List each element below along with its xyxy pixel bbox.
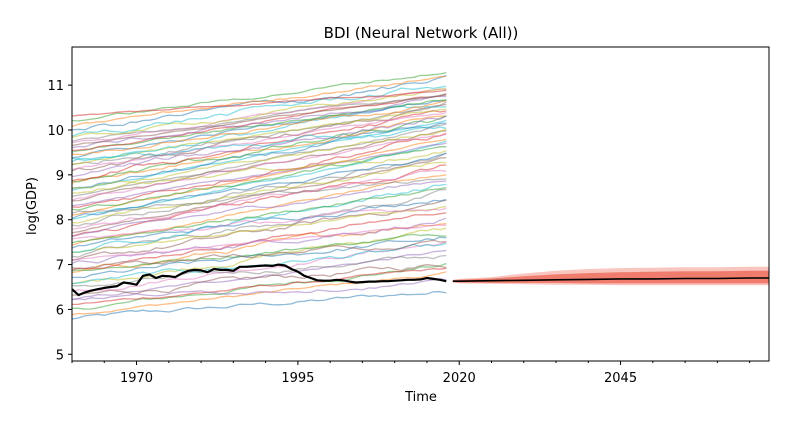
background-series-line — [71, 100, 447, 156]
y-tick-label: 6 — [56, 303, 64, 318]
background-series-line — [71, 254, 447, 287]
background-series-line — [71, 169, 447, 231]
background-series-line — [71, 267, 447, 306]
highlight-series-group — [71, 263, 447, 297]
y-tick-label: 10 — [47, 124, 64, 139]
x-tick-label: 1995 — [281, 371, 314, 386]
background-series-line — [71, 85, 447, 137]
x-tick-label: 1970 — [120, 371, 153, 386]
forecast-group — [452, 266, 769, 286]
background-series-line — [71, 128, 447, 194]
background-series-line — [71, 75, 447, 128]
background-series-group — [71, 71, 447, 320]
background-series-line — [71, 224, 447, 261]
x-axis-label: Time — [404, 390, 437, 405]
background-series-line — [71, 115, 447, 183]
background-series-line — [71, 115, 447, 184]
background-series-line — [71, 119, 447, 191]
background-series-line — [71, 178, 447, 214]
background-series-line — [71, 278, 447, 301]
y-tick-label: 11 — [47, 79, 64, 94]
background-series-line — [71, 199, 447, 249]
y-axis-label: log(GDP) — [25, 177, 40, 235]
chart-title: BDI (Neural Network (All)) — [324, 24, 519, 42]
background-series-line — [71, 152, 447, 219]
background-series-line — [71, 99, 447, 153]
background-series-line — [71, 142, 447, 207]
background-series-line — [71, 199, 447, 261]
background-series-line — [71, 146, 447, 211]
background-series-line — [71, 271, 447, 316]
background-series-line — [71, 164, 447, 237]
background-series-line — [71, 122, 447, 190]
background-series-line — [71, 132, 447, 208]
background-series-line — [71, 93, 447, 147]
background-series-line — [71, 126, 447, 161]
background-series-line — [71, 109, 447, 182]
background-series-line — [71, 183, 447, 253]
background-series-line — [71, 89, 447, 117]
background-series-line — [71, 87, 447, 139]
background-series-line — [71, 205, 447, 254]
plot-frame — [71, 46, 770, 362]
y-tick-label: 7 — [56, 259, 64, 274]
background-series-line — [71, 138, 447, 216]
x-axis: 1970 1995 2020 2045 — [71, 361, 751, 386]
background-series-line — [71, 71, 447, 122]
y-axis: 5 6 7 8 9 10 11 — [47, 79, 72, 363]
background-series-line — [71, 187, 447, 244]
background-series-line — [71, 157, 447, 234]
background-series-line — [71, 150, 447, 189]
plot-area — [71, 71, 769, 320]
background-series-line — [71, 112, 447, 171]
background-series-line — [71, 291, 447, 320]
background-series-line — [71, 264, 447, 296]
background-series-line — [71, 93, 447, 143]
forecast-median-line — [452, 277, 769, 283]
background-series-line — [71, 101, 447, 166]
background-series-line — [71, 115, 447, 178]
y-tick-label: 5 — [56, 348, 64, 363]
y-tick-label: 9 — [56, 169, 64, 184]
y-tick-label: 8 — [56, 214, 64, 229]
background-series-line — [71, 180, 447, 238]
x-tick-label: 2020 — [443, 371, 476, 386]
highlight-series-line — [71, 263, 447, 297]
background-series-line — [71, 239, 447, 270]
background-series-line — [71, 152, 447, 227]
background-series-line — [71, 123, 447, 198]
background-series-line — [71, 133, 447, 201]
background-series-line — [71, 233, 447, 272]
background-series-line — [71, 95, 447, 149]
background-series-line — [71, 207, 447, 240]
x-tick-label: 2045 — [604, 371, 637, 386]
